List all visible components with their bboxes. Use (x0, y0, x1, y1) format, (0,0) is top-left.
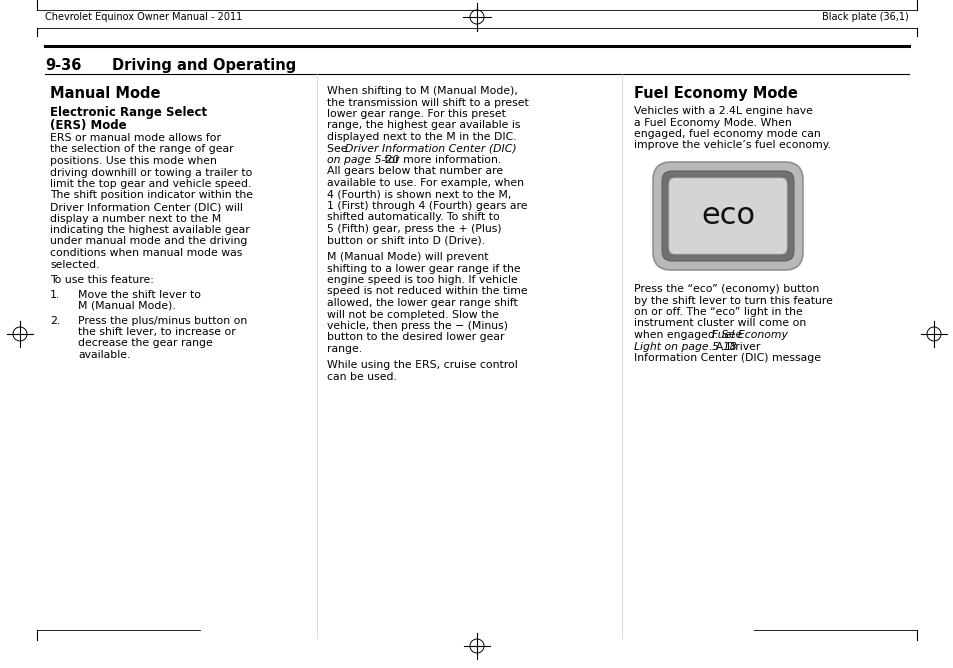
Text: Electronic Range Select: Electronic Range Select (50, 106, 207, 119)
Text: on or off. The “eco” light in the: on or off. The “eco” light in the (634, 307, 801, 317)
Text: button or shift into D (Drive).: button or shift into D (Drive). (327, 236, 485, 246)
Text: M (Manual Mode).: M (Manual Mode). (78, 301, 175, 311)
Text: . A Driver: . A Driver (708, 341, 760, 351)
Text: Fuel Economy Mode: Fuel Economy Mode (634, 86, 797, 101)
Text: allowed, the lower gear range shift: allowed, the lower gear range shift (327, 298, 517, 308)
Text: M (Manual Mode) will prevent: M (Manual Mode) will prevent (327, 252, 488, 262)
Text: eco: eco (700, 202, 754, 230)
Text: 5 (Fifth) gear, press the + (Plus): 5 (Fifth) gear, press the + (Plus) (327, 224, 501, 234)
Text: Driving and Operating: Driving and Operating (112, 58, 296, 73)
Text: speed is not reduced within the time: speed is not reduced within the time (327, 287, 527, 297)
Text: 2.: 2. (50, 315, 60, 325)
Text: when engaged. See: when engaged. See (634, 330, 745, 340)
Text: limit the top gear and vehicle speed.: limit the top gear and vehicle speed. (50, 179, 251, 189)
Text: indicating the highest available gear: indicating the highest available gear (50, 225, 250, 235)
Text: available to use. For example, when: available to use. For example, when (327, 178, 523, 188)
Text: vehicle, then press the − (Minus): vehicle, then press the − (Minus) (327, 321, 507, 331)
Text: will not be completed. Slow the: will not be completed. Slow the (327, 309, 498, 319)
Text: range, the highest gear available is: range, the highest gear available is (327, 120, 520, 130)
Text: Vehicles with a 2.4L engine have: Vehicles with a 2.4L engine have (634, 106, 812, 116)
Text: engaged, fuel economy mode can: engaged, fuel economy mode can (634, 129, 820, 139)
Text: (ERS) Mode: (ERS) Mode (50, 119, 127, 132)
Text: Move the shift lever to: Move the shift lever to (78, 289, 201, 299)
Text: by the shift lever to turn this feature: by the shift lever to turn this feature (634, 295, 832, 305)
Text: While using the ERS, cruise control: While using the ERS, cruise control (327, 361, 517, 371)
Text: Fuel Economy: Fuel Economy (711, 330, 787, 340)
Text: on page 5-20: on page 5-20 (327, 155, 398, 165)
Text: range.: range. (327, 344, 362, 354)
Text: under manual mode and the driving: under manual mode and the driving (50, 236, 247, 246)
Text: To use this feature:: To use this feature: (50, 275, 153, 285)
Text: lower gear range. For this preset: lower gear range. For this preset (327, 109, 505, 119)
Text: a Fuel Economy Mode. When: a Fuel Economy Mode. When (634, 118, 791, 128)
Text: Black plate (36,1): Black plate (36,1) (821, 12, 908, 22)
Text: button to the desired lower gear: button to the desired lower gear (327, 333, 504, 343)
Text: Information Center (DIC) message: Information Center (DIC) message (634, 353, 821, 363)
Text: can be used.: can be used. (327, 372, 396, 382)
Text: instrument cluster will come on: instrument cluster will come on (634, 319, 805, 329)
Text: The shift position indicator within the: The shift position indicator within the (50, 190, 253, 200)
Text: Driver Information Center (DIC) will: Driver Information Center (DIC) will (50, 202, 243, 212)
Text: 1.: 1. (50, 289, 60, 299)
Text: Manual Mode: Manual Mode (50, 86, 160, 101)
Text: selected.: selected. (50, 259, 99, 269)
Text: shifted automatically. To shift to: shifted automatically. To shift to (327, 212, 499, 222)
Text: Press the “eco” (economy) button: Press the “eco” (economy) button (634, 284, 819, 294)
Text: the shift lever, to increase or: the shift lever, to increase or (78, 327, 235, 337)
Text: ERS or manual mode allows for: ERS or manual mode allows for (50, 133, 221, 143)
Text: Driver Information Center (DIC): Driver Information Center (DIC) (345, 144, 517, 154)
Text: displayed next to the M in the DIC.: displayed next to the M in the DIC. (327, 132, 517, 142)
Text: improve the vehicle’s fuel economy.: improve the vehicle’s fuel economy. (634, 140, 830, 150)
Text: See: See (327, 144, 351, 154)
Text: for more information.: for more information. (380, 155, 500, 165)
Text: 1 (First) through 4 (Fourth) gears are: 1 (First) through 4 (Fourth) gears are (327, 201, 527, 211)
Text: Light on page 5-18: Light on page 5-18 (634, 341, 736, 351)
FancyBboxPatch shape (668, 178, 786, 254)
FancyBboxPatch shape (661, 171, 793, 261)
Text: All gears below that number are: All gears below that number are (327, 166, 502, 176)
Text: driving downhill or towing a trailer to: driving downhill or towing a trailer to (50, 168, 253, 178)
Text: 9-36: 9-36 (45, 58, 81, 73)
FancyBboxPatch shape (652, 162, 802, 270)
Text: positions. Use this mode when: positions. Use this mode when (50, 156, 216, 166)
Text: engine speed is too high. If vehicle: engine speed is too high. If vehicle (327, 275, 517, 285)
Text: the transmission will shift to a preset: the transmission will shift to a preset (327, 98, 528, 108)
Text: the selection of the range of gear: the selection of the range of gear (50, 144, 233, 154)
Text: display a number next to the M: display a number next to the M (50, 214, 221, 224)
Text: available.: available. (78, 350, 131, 360)
Text: 4 (Fourth) is shown next to the M,: 4 (Fourth) is shown next to the M, (327, 190, 511, 200)
Text: shifting to a lower gear range if the: shifting to a lower gear range if the (327, 263, 520, 273)
Text: When shifting to M (Manual Mode),: When shifting to M (Manual Mode), (327, 86, 517, 96)
Text: conditions when manual mode was: conditions when manual mode was (50, 248, 242, 258)
Text: Press the plus/minus button on: Press the plus/minus button on (78, 315, 247, 325)
Text: Chevrolet Equinox Owner Manual - 2011: Chevrolet Equinox Owner Manual - 2011 (45, 12, 242, 22)
Text: decrease the gear range: decrease the gear range (78, 339, 213, 349)
